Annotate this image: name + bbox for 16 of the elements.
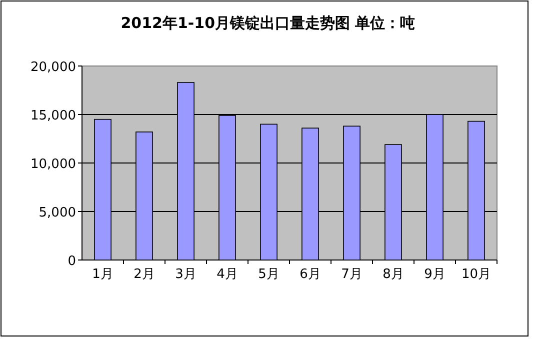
y-tick-label: 20,000 bbox=[30, 60, 76, 75]
x-tick-label: 2月 bbox=[134, 267, 155, 282]
x-tick-label: 9月 bbox=[424, 267, 446, 282]
x-tick-label: 5月 bbox=[258, 267, 280, 282]
x-tick-label: 1月 bbox=[92, 267, 114, 282]
y-tick-label: 10,000 bbox=[30, 157, 76, 172]
y-tick-label: 0 bbox=[68, 254, 76, 269]
x-tick-label: 6月 bbox=[300, 267, 321, 282]
x-tick-label: 4月 bbox=[216, 267, 238, 282]
chart-title: 2012年1-10月镁锭出口量走势图 单位：吨 bbox=[120, 14, 416, 32]
y-tick-label: 15,000 bbox=[30, 108, 76, 124]
x-tick-label: 3月 bbox=[175, 267, 196, 282]
x-tick-label: 10月 bbox=[461, 267, 492, 282]
y-tick-label: 5,000 bbox=[38, 206, 76, 220]
x-tick-label: 8月 bbox=[382, 267, 404, 282]
x-tick-label: 7月 bbox=[341, 267, 362, 282]
